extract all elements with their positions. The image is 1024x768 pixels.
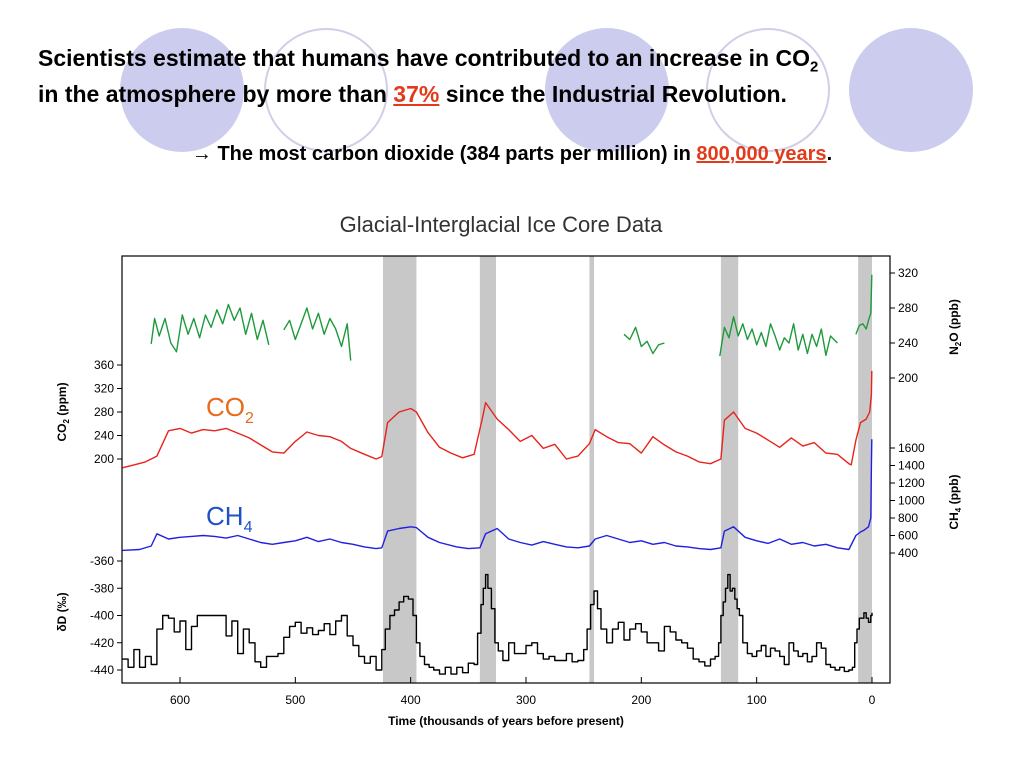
x-axis-title: Time (thousands of years before present) — [388, 714, 624, 728]
dd-tick-label: -440 — [90, 663, 114, 677]
ch4-tick-label: 600 — [898, 529, 918, 543]
co2-label-sub: 2 — [245, 410, 254, 427]
interglacial-band — [720, 256, 739, 683]
subline: → The most carbon dioxide (384 parts per… — [0, 143, 1024, 166]
subline-highlight: 800,000 years — [696, 143, 827, 165]
dd-axis-title: δD (‰) — [55, 592, 69, 631]
x-tick-label: 400 — [401, 693, 421, 707]
arrow-glyph: → — [191, 143, 212, 165]
interglacial-band — [382, 256, 417, 683]
ch4-tick-label: 1600 — [898, 441, 925, 455]
x-tick-label: 100 — [747, 693, 767, 707]
axes-layer: 600 500 400 300 200 100 0200240280320200240280… — [90, 266, 925, 707]
interglacial-band — [589, 256, 595, 683]
decorative-ring — [264, 28, 388, 152]
headline-text-2: in the atmosphere by more than — [38, 81, 387, 107]
headline-text-3: since the Industrial Revolution. — [445, 81, 787, 107]
x-tick-label: 300 — [516, 693, 536, 707]
n2o-axis-sub: 2 — [954, 341, 963, 346]
interglacial-bands — [382, 256, 872, 683]
dd-tick-label: -380 — [90, 581, 114, 595]
n2o-series-segment — [623, 326, 665, 355]
dd-tick-label: -400 — [90, 609, 114, 623]
co2-tick-label: 280 — [94, 405, 114, 419]
ch4-series-line — [122, 439, 873, 552]
x-tick-label: 600 — [170, 693, 190, 707]
n2o-axis-label: N — [947, 346, 961, 355]
co2-axis-label: CO — [55, 424, 69, 442]
co2-axis-title: CO2 (ppm) — [55, 382, 71, 441]
headline: Scientists estimate that humans have con… — [38, 40, 1018, 112]
n2o-axis-title: N2O (ppb) — [947, 299, 963, 355]
x-tick-label: 0 — [869, 693, 876, 707]
co2-tick-label: 360 — [94, 358, 114, 372]
subline-end: . — [826, 143, 833, 165]
dd-series-line — [122, 573, 873, 675]
decorative-circle — [120, 28, 244, 152]
ch4-axis-sub: 4 — [954, 507, 963, 512]
ch4-tick-label: 1200 — [898, 476, 925, 490]
chart-title: Glacial-Interglacial Ice Core Data — [340, 212, 664, 237]
plot-frame — [121, 255, 891, 684]
ch4-tick-label: 1400 — [898, 459, 925, 473]
co2-axis-label-end: (ppm) — [55, 382, 69, 419]
ch4-label-sub: 4 — [244, 519, 253, 536]
headline-line-2: in the atmosphere by more than 37% since… — [38, 76, 1018, 112]
interglacial-band — [858, 256, 872, 683]
headline-line-1: Scientists estimate that humans have con… — [38, 40, 1018, 76]
co2-tick-label: 320 — [94, 382, 114, 396]
co2-tick-label: 200 — [94, 452, 114, 466]
n2o-tick-label: 200 — [898, 371, 918, 385]
ch4-axis-label: CH — [947, 512, 961, 529]
ch4-tick-label: 800 — [898, 511, 918, 525]
n2o-tick-label: 240 — [898, 336, 918, 350]
n2o-tick-label: 280 — [898, 301, 918, 315]
x-tick-label: 500 — [285, 693, 305, 707]
ch4-axis-label-end: (ppb) — [947, 474, 961, 507]
ch4-tick-label: 1000 — [898, 494, 925, 508]
n2o-tick-label: 320 — [898, 266, 918, 280]
headline-highlight: 37% — [393, 81, 440, 107]
n2o-axis-label-end: O (ppb) — [947, 299, 961, 342]
ch4-series-label: CH4 — [206, 501, 253, 536]
co2-axis-sub: 2 — [62, 419, 71, 424]
subline-text: The most carbon dioxide (384 parts per m… — [217, 143, 691, 165]
decorative-ring — [706, 28, 830, 152]
co2-label-text: CO — [206, 392, 245, 422]
series-layer — [122, 274, 873, 675]
headline-text-1: Scientists estimate that humans have con… — [38, 45, 810, 71]
dd-tick-label: -420 — [90, 636, 114, 650]
ch4-label-text: CH — [206, 501, 244, 531]
decorative-circle — [849, 28, 973, 152]
n2o-series-segment — [283, 307, 352, 361]
ch4-axis-title: CH4 (ppb) — [947, 474, 963, 529]
n2o-series-segment — [719, 316, 838, 357]
n2o-series-segment — [150, 303, 270, 353]
co2-tick-label: 240 — [94, 429, 114, 443]
n2o-series-segment — [855, 274, 873, 335]
dd-tick-label: -360 — [90, 554, 114, 568]
headline-subscript: 2 — [809, 58, 819, 76]
x-tick-label: 200 — [631, 693, 651, 707]
ch4-tick-label: 400 — [898, 546, 918, 560]
co2-series-label: CO2 — [206, 392, 254, 427]
decorative-circle — [545, 28, 669, 152]
interglacial-band — [479, 256, 497, 683]
co2-series-line — [122, 370, 873, 469]
